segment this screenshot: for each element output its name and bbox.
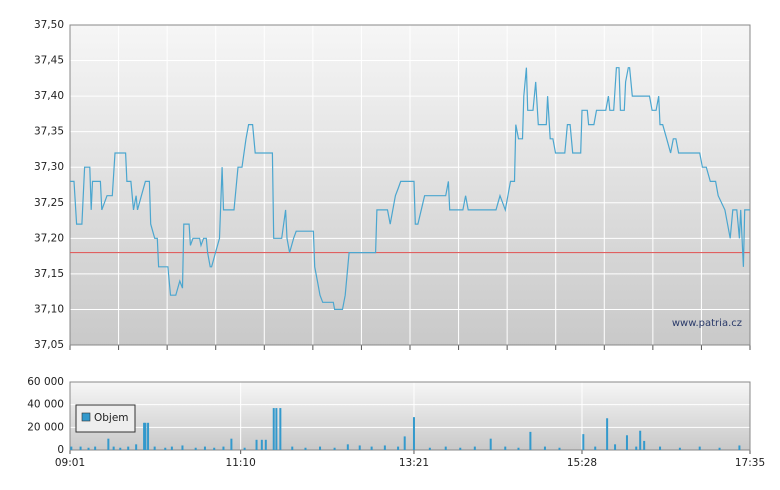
volume-bar [428, 447, 431, 450]
volume-bar [489, 438, 492, 450]
volume-bar [264, 439, 267, 450]
x-tick-label: 15:28 [567, 457, 597, 469]
y-tick-label: 37,10 [34, 303, 64, 315]
y-tick-label: 0 [57, 444, 64, 456]
volume-bar [272, 408, 275, 450]
volume-bar [718, 447, 721, 450]
volume-bar [222, 446, 225, 450]
volume-bar [112, 446, 115, 450]
volume-bar [558, 447, 561, 450]
volume-bar [260, 439, 263, 450]
volume-bar [403, 436, 406, 450]
volume-bar [358, 445, 361, 450]
y-tick-label: 37,20 [34, 232, 64, 244]
volume-bar [412, 417, 415, 450]
volume-bar [529, 431, 532, 450]
plot-frame [69, 24, 751, 346]
volume-bar [94, 446, 97, 450]
volume-bar [659, 446, 662, 450]
volume-bar [346, 444, 349, 450]
volume-bar [459, 447, 462, 450]
y-tick-label: 37,35 [34, 126, 64, 138]
volume-bar [606, 418, 609, 450]
x-tick-label: 09:01 [55, 457, 85, 469]
volume-bar [698, 446, 701, 450]
volume-bar [625, 435, 628, 450]
volume-bar [319, 446, 322, 450]
volume-bar [543, 446, 546, 450]
volume-bar [194, 447, 197, 450]
volume-bar [143, 422, 146, 450]
y-tick-label: 40 000 [27, 399, 64, 411]
volume-bar [370, 446, 373, 450]
volume-bar [170, 446, 173, 450]
volume-bar [243, 447, 246, 450]
volume-bar [275, 408, 278, 450]
legend-swatch [81, 412, 91, 422]
volume-bar [635, 446, 638, 450]
volume-bar [79, 446, 82, 450]
volume-plot-area [70, 382, 750, 450]
watermark: www.patria.cz [672, 318, 742, 329]
y-tick-label: 37,15 [34, 268, 64, 280]
y-tick-label: 37,25 [34, 197, 64, 209]
volume-bar [639, 430, 642, 450]
volume-bar [678, 447, 681, 450]
volume-bar [213, 447, 216, 450]
price-line [70, 67, 750, 310]
x-tick-label: 11:10 [226, 457, 256, 469]
volume-bar [135, 444, 138, 450]
y-tick-label: 20 000 [27, 421, 64, 433]
volume-bar [144, 422, 147, 450]
y-tick-label: 37,05 [34, 339, 64, 351]
volume-bar [127, 446, 130, 450]
volume-bar [203, 446, 206, 450]
volume-bar [643, 440, 646, 450]
volume-bar [738, 445, 741, 450]
volume-bar [255, 439, 258, 450]
legend: Objem [75, 404, 136, 433]
y-tick-label: 37,45 [34, 55, 64, 67]
y-tick-label: 37,40 [34, 90, 64, 102]
volume-bar [107, 438, 110, 450]
volume-bar [147, 422, 150, 450]
volume-bar [230, 438, 233, 450]
volume-bar [333, 447, 336, 450]
volume-bar [444, 446, 447, 450]
volume-bar [304, 447, 307, 450]
volume-bar [279, 408, 282, 450]
volume-bar [473, 446, 476, 450]
volume-bar [614, 444, 617, 450]
plot-frame [69, 381, 751, 451]
volume-bar [87, 447, 90, 450]
volume-bar [181, 445, 184, 450]
volume-bar [504, 446, 507, 450]
volume-bar [517, 447, 520, 450]
x-tick-label: 17:35 [735, 457, 765, 469]
volume-bar [164, 447, 167, 450]
y-tick-label: 37,30 [34, 161, 64, 173]
volume-bar [383, 445, 386, 450]
y-tick-label: 37,50 [34, 19, 64, 31]
y-tick-label: 60 000 [27, 376, 64, 388]
volume-bar [582, 434, 585, 450]
volume-bar [119, 447, 122, 450]
volume-bar [70, 446, 73, 450]
legend-label: Objem [94, 412, 129, 424]
volume-bar [291, 446, 294, 450]
volume-bar [594, 446, 597, 450]
volume-bar [153, 446, 156, 450]
volume-bar [397, 446, 400, 450]
x-tick-label: 13:21 [399, 457, 429, 469]
